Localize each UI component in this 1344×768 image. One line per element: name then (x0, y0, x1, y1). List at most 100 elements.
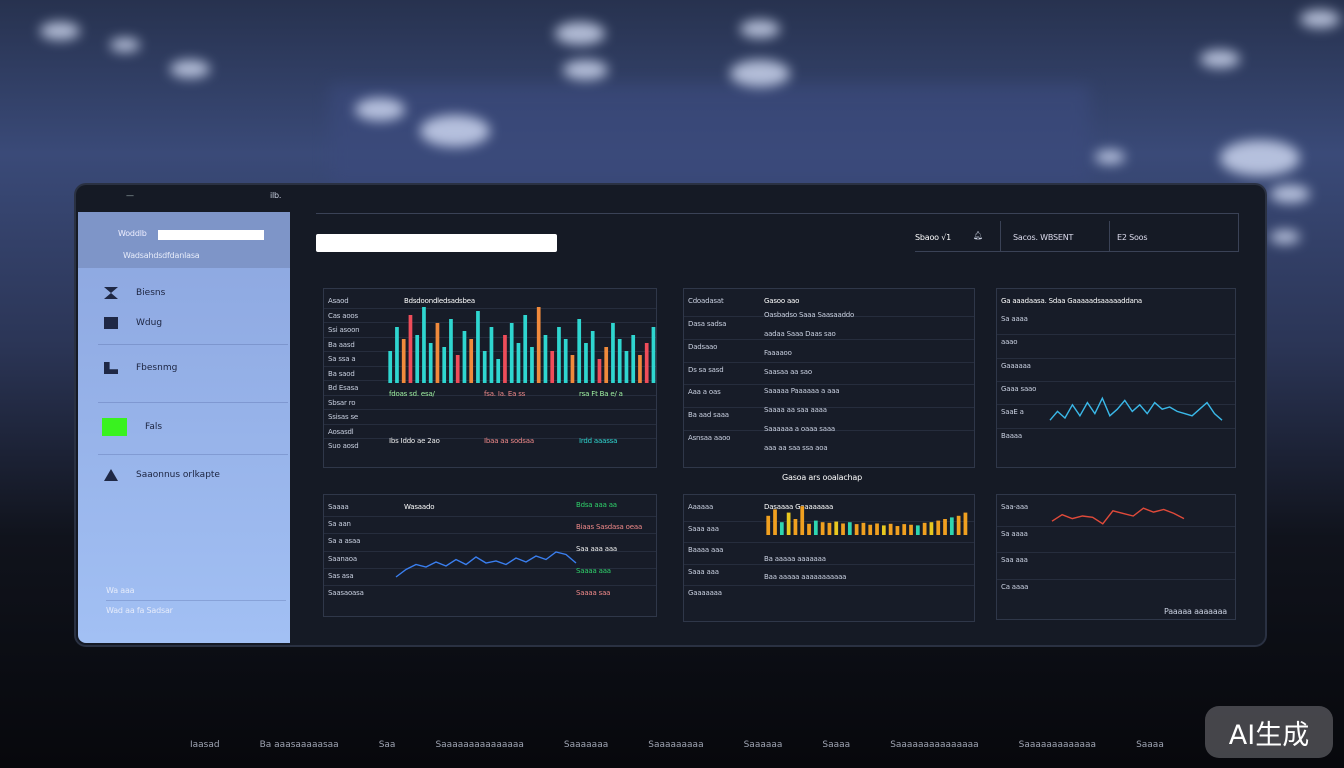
count-button[interactable]: E2 Soos (1117, 233, 1148, 242)
panel-label: Gaaa saao (1001, 385, 1037, 393)
panel-stat: Saaaa aaa (576, 567, 611, 575)
panel-label: Ca aaaa (1001, 582, 1029, 591)
bar (428, 343, 433, 383)
dashboard-panel-2: Sa aaaa aaao Gaaaaaa Gaaa saao SaaE a Baaaa Ga… (996, 288, 1236, 468)
panel-stat: Saaaa saa (576, 589, 611, 597)
bar (949, 517, 954, 535)
panel-stat: Biaas Sasdasa oeaa (576, 523, 643, 531)
panel-label: Aaa a oas (688, 388, 721, 397)
panel-label: Aaaaaa (688, 503, 714, 511)
grid-line (684, 361, 974, 363)
profile-name-field[interactable] (158, 230, 264, 240)
panel-stat: Bdsa aaa aa (576, 501, 617, 509)
grid-line (324, 567, 656, 569)
panel-label: Saanaoa (328, 554, 357, 563)
sidebar-profile[interactable]: Woddlb Wadsahdsdfdanlasa (78, 212, 290, 268)
grid-line (997, 525, 1235, 527)
grid-line (684, 384, 974, 386)
sidebar-item-4[interactable]: Saaonnus orlkapte (104, 469, 220, 481)
panel-row: Faaaaoo (764, 349, 792, 357)
bokeh-light (1220, 140, 1300, 177)
panel-stat: Saa aaa aaa (576, 545, 618, 553)
panel-row: Saasaa aa sao (764, 368, 812, 376)
series-line (1051, 507, 1185, 525)
panel-row: Baa aaaaa aaaaaaaaaaa (764, 573, 847, 581)
user-subtitle: Wadsahdsdfdanlasa (123, 251, 200, 260)
chart-icon (104, 362, 118, 374)
panel-label: Gaaaaaa (1001, 361, 1031, 370)
bar-chart-main (388, 307, 656, 383)
grid-line (324, 438, 656, 440)
sidebar-item-2[interactable]: Fbesnmg (104, 362, 177, 374)
dashboard-panel-5: Saa-aaa Sa aaaa Saa aaa Ca aaaa Paaaaa aaaaa… (996, 494, 1236, 620)
sidebar-item-0[interactable]: Biesns (104, 287, 165, 299)
bar (895, 526, 900, 535)
panel-label: Sbsar ro (328, 398, 356, 407)
dashboard-panel-4: Aaaaaa Saaa aaa Baaaa aaa Saaa aaa Gaaaaaaa D… (683, 494, 975, 622)
bokeh-light (730, 60, 790, 88)
reflection-text: Iaasad Ba aaasaaaaasaa Saa Saaaaaaaaaaaaaaa… (0, 740, 1344, 750)
grid-line (324, 516, 656, 518)
bar (909, 524, 913, 535)
bokeh-light (40, 22, 80, 41)
bar (408, 315, 413, 383)
grid-line (324, 409, 656, 411)
bar (395, 327, 399, 383)
grid-line (997, 578, 1235, 580)
bar (834, 521, 839, 535)
reflection-label: Saaaaaaa (563, 740, 609, 750)
panel-label: Asaod (328, 297, 349, 305)
grid-line (684, 520, 974, 522)
bar (922, 522, 927, 535)
user-name: Woddlb (118, 229, 147, 238)
panel-label: Sa ssa a (328, 355, 356, 364)
bar (861, 522, 866, 535)
sidebar-item-1[interactable]: Wdug (104, 317, 162, 329)
bar (563, 339, 568, 383)
bell-icon[interactable]: 🔔︎ (973, 231, 983, 240)
reflection-label: Saaaa (1136, 740, 1164, 750)
sidebar-item-3[interactable]: Fals (102, 418, 162, 436)
panel-label: Sa aaaa (1001, 529, 1028, 538)
panel-stat: fsa. Ia. Ea ss (484, 390, 526, 398)
divider (106, 600, 286, 601)
panel-label: Ds sa sasd (688, 365, 724, 374)
user-menu[interactable]: Sbaoo √1 (915, 233, 951, 242)
panel-label: Saaa aaa (688, 524, 719, 533)
bar (638, 355, 642, 383)
grid-line (684, 585, 974, 587)
bar (496, 359, 501, 383)
bar (489, 327, 494, 383)
grid-line (684, 338, 974, 340)
panel-label: Bd Esasa (328, 384, 359, 393)
bar (550, 351, 555, 383)
bar (536, 307, 541, 383)
bar (469, 339, 474, 383)
panel-title: Ga aaadaasa. Sdaa Gaaaaadsaaaaaddana (1001, 297, 1143, 305)
hourglass-icon (104, 287, 118, 299)
grid-line (324, 550, 656, 552)
search-input[interactable] (316, 234, 557, 252)
header-actions: Sbaoo √1 🔔︎ Sacos. WBSENT E2 Soos (915, 213, 1239, 252)
bar (644, 343, 649, 383)
grid-line (324, 423, 656, 425)
panel-title: Bdsdoondledsadsbea (404, 297, 475, 305)
bar (841, 523, 845, 535)
bar (773, 509, 777, 535)
panel-stat: Ibaa aa sodsaa (484, 437, 534, 445)
panel-row: Oasbadso Saaa Saasaaddo (764, 311, 855, 319)
notification-button[interactable]: Sacos. WBSENT (1013, 233, 1074, 242)
panel-label: Saa aaa (1001, 556, 1028, 564)
panel-label: Saaa aaa (688, 567, 719, 576)
bar (604, 347, 609, 383)
bokeh-light (1095, 150, 1125, 164)
reflection-label: Saaaaaaaaaaaaa (1018, 740, 1097, 750)
panel-row: aadaa Saaa Daas sao (764, 330, 836, 338)
sidebar-footer-text: Wa aaa (106, 586, 135, 595)
panel-title: Wasaado (404, 503, 435, 511)
bar (557, 327, 561, 383)
grid-line (324, 584, 656, 586)
grid-line (324, 394, 656, 396)
bar (936, 520, 941, 535)
bar (449, 319, 453, 383)
